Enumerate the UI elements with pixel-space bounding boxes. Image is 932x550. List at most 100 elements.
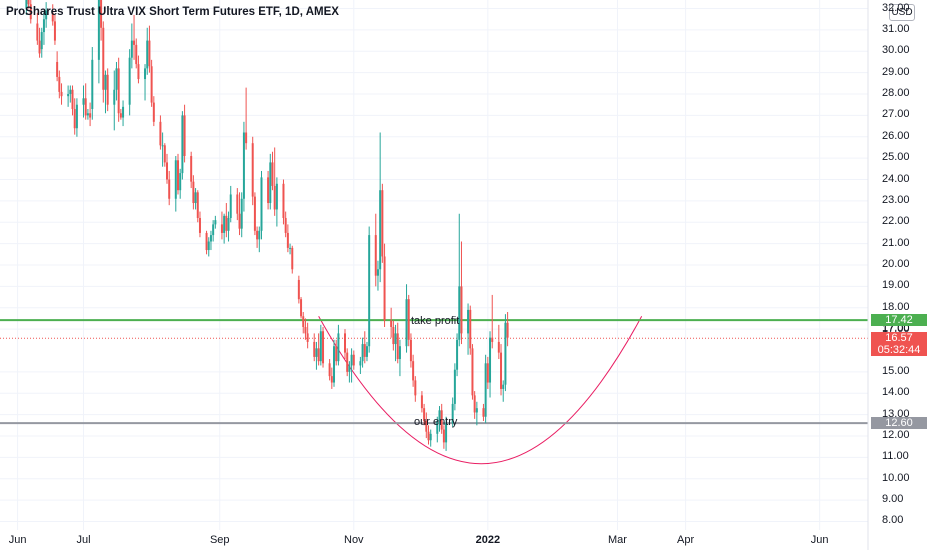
bar-countdown-label: 05:32:44	[871, 344, 927, 357]
candle-body	[45, 10, 48, 20]
candle-body	[115, 68, 118, 90]
grid	[0, 0, 868, 530]
candle-body	[236, 194, 239, 214]
candle-body	[58, 76, 61, 92]
candle-body	[368, 235, 371, 347]
x-tick-label: Mar	[608, 534, 627, 546]
y-tick-label: 10.00	[882, 471, 910, 484]
candle-body	[196, 192, 199, 218]
candle-body	[104, 74, 107, 90]
candle-body	[335, 346, 338, 362]
candle-body	[482, 408, 485, 417]
entry-price-label: 12.60	[871, 417, 927, 430]
candle-body	[102, 27, 105, 90]
candle-body	[122, 106, 125, 118]
candle-body	[25, 0, 28, 9]
candle-body	[242, 132, 245, 199]
candle-body	[146, 40, 149, 69]
y-tick-label: 31.00	[882, 22, 910, 35]
y-tick-label: 26.00	[882, 129, 910, 142]
candle-body	[152, 102, 155, 122]
candle-body	[374, 235, 377, 276]
candle-body	[137, 64, 140, 80]
y-tick-label: 15.00	[882, 364, 910, 377]
candle-body	[300, 299, 303, 317]
candle-body	[256, 230, 259, 240]
candle-body	[271, 162, 274, 186]
candle-body	[183, 115, 186, 157]
x-tick-label: Nov	[344, 534, 364, 546]
current-price-label: 16.57	[871, 332, 927, 345]
candle-body	[491, 337, 494, 342]
candle-body	[359, 361, 362, 366]
candle-body	[398, 346, 401, 360]
candle-body	[425, 421, 428, 432]
candle-body	[471, 348, 474, 396]
currency-badge[interactable]: USD	[889, 4, 915, 21]
candle-body	[273, 185, 276, 210]
candle-body	[205, 232, 208, 251]
candle-body	[161, 145, 164, 147]
candle-body	[240, 198, 243, 229]
x-tick-label: 2022	[475, 534, 501, 546]
candle-body	[260, 177, 263, 231]
candle-body	[275, 183, 278, 210]
candle-body	[414, 380, 417, 396]
chart-title: ProShares Trust Ultra VIX Short Term Fut…	[6, 6, 339, 18]
candle-body	[56, 61, 59, 77]
candle-body	[238, 213, 241, 229]
candle-body	[453, 369, 456, 404]
candle-body	[29, 4, 32, 20]
candle-body	[97, 0, 100, 60]
y-tick-label: 27.00	[882, 108, 910, 121]
x-tick-label: Jun	[810, 534, 829, 546]
candle-body	[484, 363, 487, 417]
candle-body	[489, 337, 492, 383]
candle-body	[486, 363, 489, 383]
candle-body	[383, 256, 386, 321]
candle-body	[42, 19, 45, 33]
candle-body	[407, 299, 410, 340]
candle-body	[69, 89, 72, 95]
y-tick-label: 14.00	[882, 386, 910, 399]
candle-body	[214, 220, 217, 225]
candle-body	[91, 59, 94, 109]
candles	[25, 0, 509, 451]
y-tick-label: 28.00	[882, 87, 910, 100]
candle-body	[220, 224, 223, 233]
horizontal-levels	[0, 319, 868, 425]
candle-body	[313, 341, 316, 357]
candle-body	[207, 241, 210, 251]
candle-body	[209, 235, 212, 242]
candle-body	[392, 326, 395, 345]
candle-body	[198, 217, 201, 233]
candle-body	[251, 143, 254, 197]
candle-body	[500, 352, 503, 389]
candle-body	[423, 408, 426, 422]
candle-body	[60, 91, 63, 97]
candle-body	[497, 341, 500, 353]
candle-body	[396, 333, 399, 360]
candle-body	[315, 348, 318, 357]
candle-body	[148, 40, 151, 67]
x-tick-label: Sep	[209, 534, 230, 546]
candle-body	[427, 431, 430, 441]
candle-body	[267, 177, 270, 204]
candle-body	[469, 309, 472, 349]
candle-body	[506, 322, 509, 338]
candle-body	[67, 94, 70, 97]
candle-body	[379, 190, 382, 270]
candle-body	[84, 98, 87, 116]
candle-body	[179, 173, 182, 191]
candle-body	[412, 361, 415, 381]
candle-body	[75, 104, 78, 129]
candle-body	[352, 354, 355, 366]
candle-body	[245, 132, 248, 144]
candle-body	[304, 326, 307, 334]
candle-body	[128, 57, 131, 105]
candle-body	[269, 162, 272, 204]
x-tick-label: Apr	[677, 534, 695, 546]
candle-body	[163, 145, 166, 163]
candle-body	[89, 113, 92, 118]
